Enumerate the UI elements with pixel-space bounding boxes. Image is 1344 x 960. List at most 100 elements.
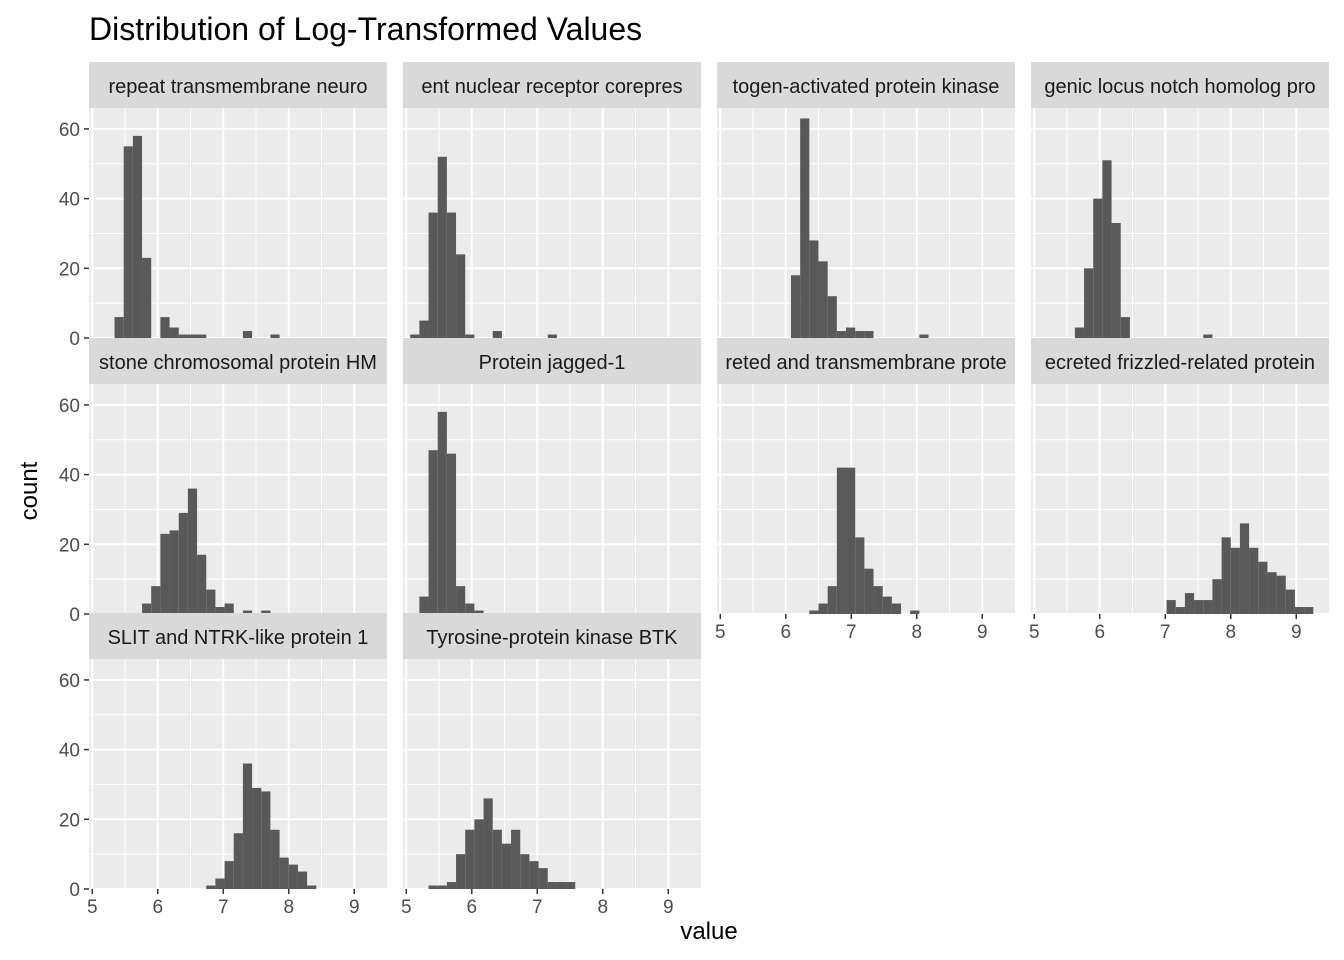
histogram-bar [456,586,466,614]
x-tick-label: 5 [1029,622,1040,643]
histogram-bar [1120,317,1130,338]
histogram-bar [827,296,837,338]
histogram-bar [270,334,280,338]
histogram-bar [187,488,198,614]
histogram-bar [279,857,289,889]
histogram-bar [242,331,253,338]
histogram-bar [566,882,576,889]
histogram-bar [428,450,438,614]
facet-panel: ent nuclear receptor corepres [403,62,701,339]
histogram-bar [142,257,152,338]
histogram-bar [836,467,847,614]
histogram-bar [419,596,429,614]
facet-strip [717,62,1015,108]
y-tick-label: 0 [69,605,80,626]
facet-strip [89,62,387,108]
facet-strip [1031,62,1329,108]
facet-strip [717,338,1015,384]
histogram-bar [142,603,152,614]
histogram-bar [215,607,225,614]
facet-label: repeat transmembrane neuro [108,76,367,98]
histogram-bar [538,868,548,889]
facet-strip [403,338,701,384]
histogram-bar [437,411,447,614]
histogram-bar [1239,523,1250,614]
x-tick-label: 7 [532,897,543,918]
histogram-bar [169,327,179,338]
x-tick-label: 7 [218,897,229,918]
histogram-bar [846,467,856,614]
y-tick-label: 40 [59,741,80,762]
histogram-bar [233,833,243,889]
histogram-bar [474,610,484,614]
histogram-bar [1102,160,1112,338]
histogram-bar [855,331,865,338]
histogram-bar [1166,600,1176,614]
histogram-bar [446,453,457,614]
histogram-bar [529,861,539,889]
y-tick-label: 20 [59,259,80,280]
histogram-bar [151,586,161,614]
x-tick-label: 8 [283,897,294,918]
facet-panel: genic locus notch homolog pro [1031,62,1329,339]
histogram-bar [169,530,179,614]
facet-label: stone chromosomal protein HM [99,352,377,374]
facet-panel: Tyrosine-protein kinase BTK 5 6 7 8 9 [401,613,701,918]
facet-label: togen-activated protein kinase [733,76,1000,98]
histogram-bar [1203,600,1213,614]
histogram-bar [547,334,557,338]
histogram-bar [242,610,253,614]
x-tick-label: 9 [349,897,360,918]
histogram-bar [827,586,837,614]
histogram-bar [419,320,429,338]
y-tick-label: 0 [69,880,80,901]
histogram-bar [242,763,253,889]
y-tick-label: 40 [59,466,80,487]
x-tick-label: 9 [663,897,674,918]
x-tick-label: 6 [1094,622,1105,643]
histogram-bar [132,135,143,338]
histogram-bar [1175,607,1185,614]
histogram-bar [252,787,262,889]
histogram-bar [270,829,280,889]
histogram-bar [818,603,828,614]
x-tick-label: 8 [911,622,922,643]
histogram-bar [919,334,929,338]
histogram-bar [1203,334,1213,338]
facet-strip [89,338,387,384]
histogram-bar [465,334,475,338]
histogram-bar [428,212,438,338]
y-tick-label: 40 [59,190,80,211]
histogram-bar [483,798,493,889]
histogram-bar [437,156,447,338]
facet-label: genic locus notch homolog pro [1044,76,1315,98]
histogram-bar [410,334,420,338]
histogram-bar [446,212,457,338]
histogram-bar [428,885,438,889]
histogram-bar [1258,561,1268,614]
histogram-bar [215,878,225,889]
histogram-bar [1249,547,1259,614]
histogram-bar [261,791,271,889]
histogram-bar [836,331,847,338]
x-tick-label: 6 [466,897,477,918]
x-tick-label: 9 [977,622,988,643]
panel-background [1031,108,1329,338]
y-tick-label: 0 [69,329,80,350]
histogram-bar [160,317,170,338]
panel-background [403,659,701,889]
histogram-bar [261,610,271,614]
histogram-bar [1276,575,1286,614]
histogram-bar [1267,572,1277,614]
histogram-bar [465,603,475,614]
facet-label: ent nuclear receptor corepres [421,76,682,98]
y-tick-label: 20 [59,535,80,556]
panel-background [717,108,1015,338]
histogram-bar [288,864,298,889]
histogram-bar [800,118,810,338]
histogram-bar [187,334,198,338]
histogram-bar [197,554,207,614]
histogram-bar [297,871,308,889]
histogram-bar [114,317,124,338]
